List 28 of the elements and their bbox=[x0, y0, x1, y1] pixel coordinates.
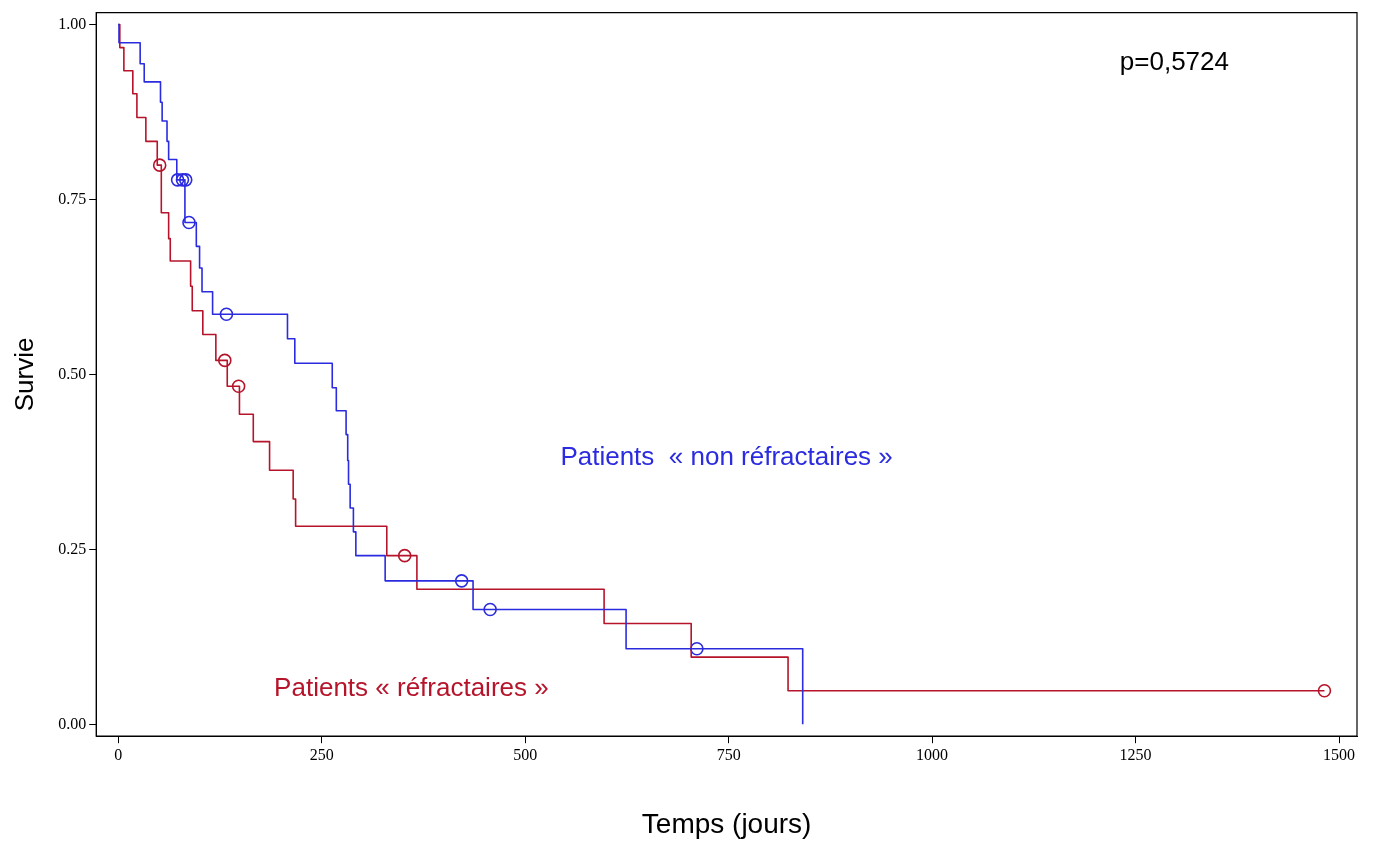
point bbox=[1317, 683, 1332, 698]
point bbox=[690, 641, 704, 656]
x-tick-label: 1000 bbox=[916, 746, 949, 763]
x-tick-label: 0 bbox=[114, 746, 123, 763]
annotation: p=0,5724 bbox=[1119, 45, 1229, 76]
text: Patients « non réfractaires » bbox=[560, 440, 893, 471]
x-tick-label: 750 bbox=[716, 746, 741, 763]
point bbox=[152, 158, 167, 172]
y-tick-label: 1.00 bbox=[58, 14, 87, 32]
x-tick-label: 500 bbox=[513, 746, 538, 763]
x-tick-label: 1250 bbox=[1119, 746, 1152, 763]
y-tick-label: 0.75 bbox=[58, 189, 87, 207]
y-tick-label: 0.00 bbox=[58, 714, 87, 732]
x-tick-label: 1500 bbox=[1323, 746, 1356, 763]
point bbox=[219, 307, 234, 322]
point bbox=[182, 215, 196, 230]
y-axis-title: Survie bbox=[8, 337, 39, 412]
point bbox=[483, 602, 497, 617]
y-tick-label: 0.25 bbox=[58, 539, 87, 557]
x-axis-title: Temps (jours) bbox=[641, 807, 812, 839]
point bbox=[454, 574, 469, 588]
point bbox=[218, 353, 232, 368]
y-tick-label: 0.50 bbox=[58, 364, 87, 382]
text: Patients « réfractaires » bbox=[274, 672, 549, 703]
x-tick-label: 250 bbox=[309, 746, 334, 763]
point bbox=[397, 548, 412, 563]
point bbox=[170, 173, 185, 187]
point bbox=[231, 379, 246, 394]
